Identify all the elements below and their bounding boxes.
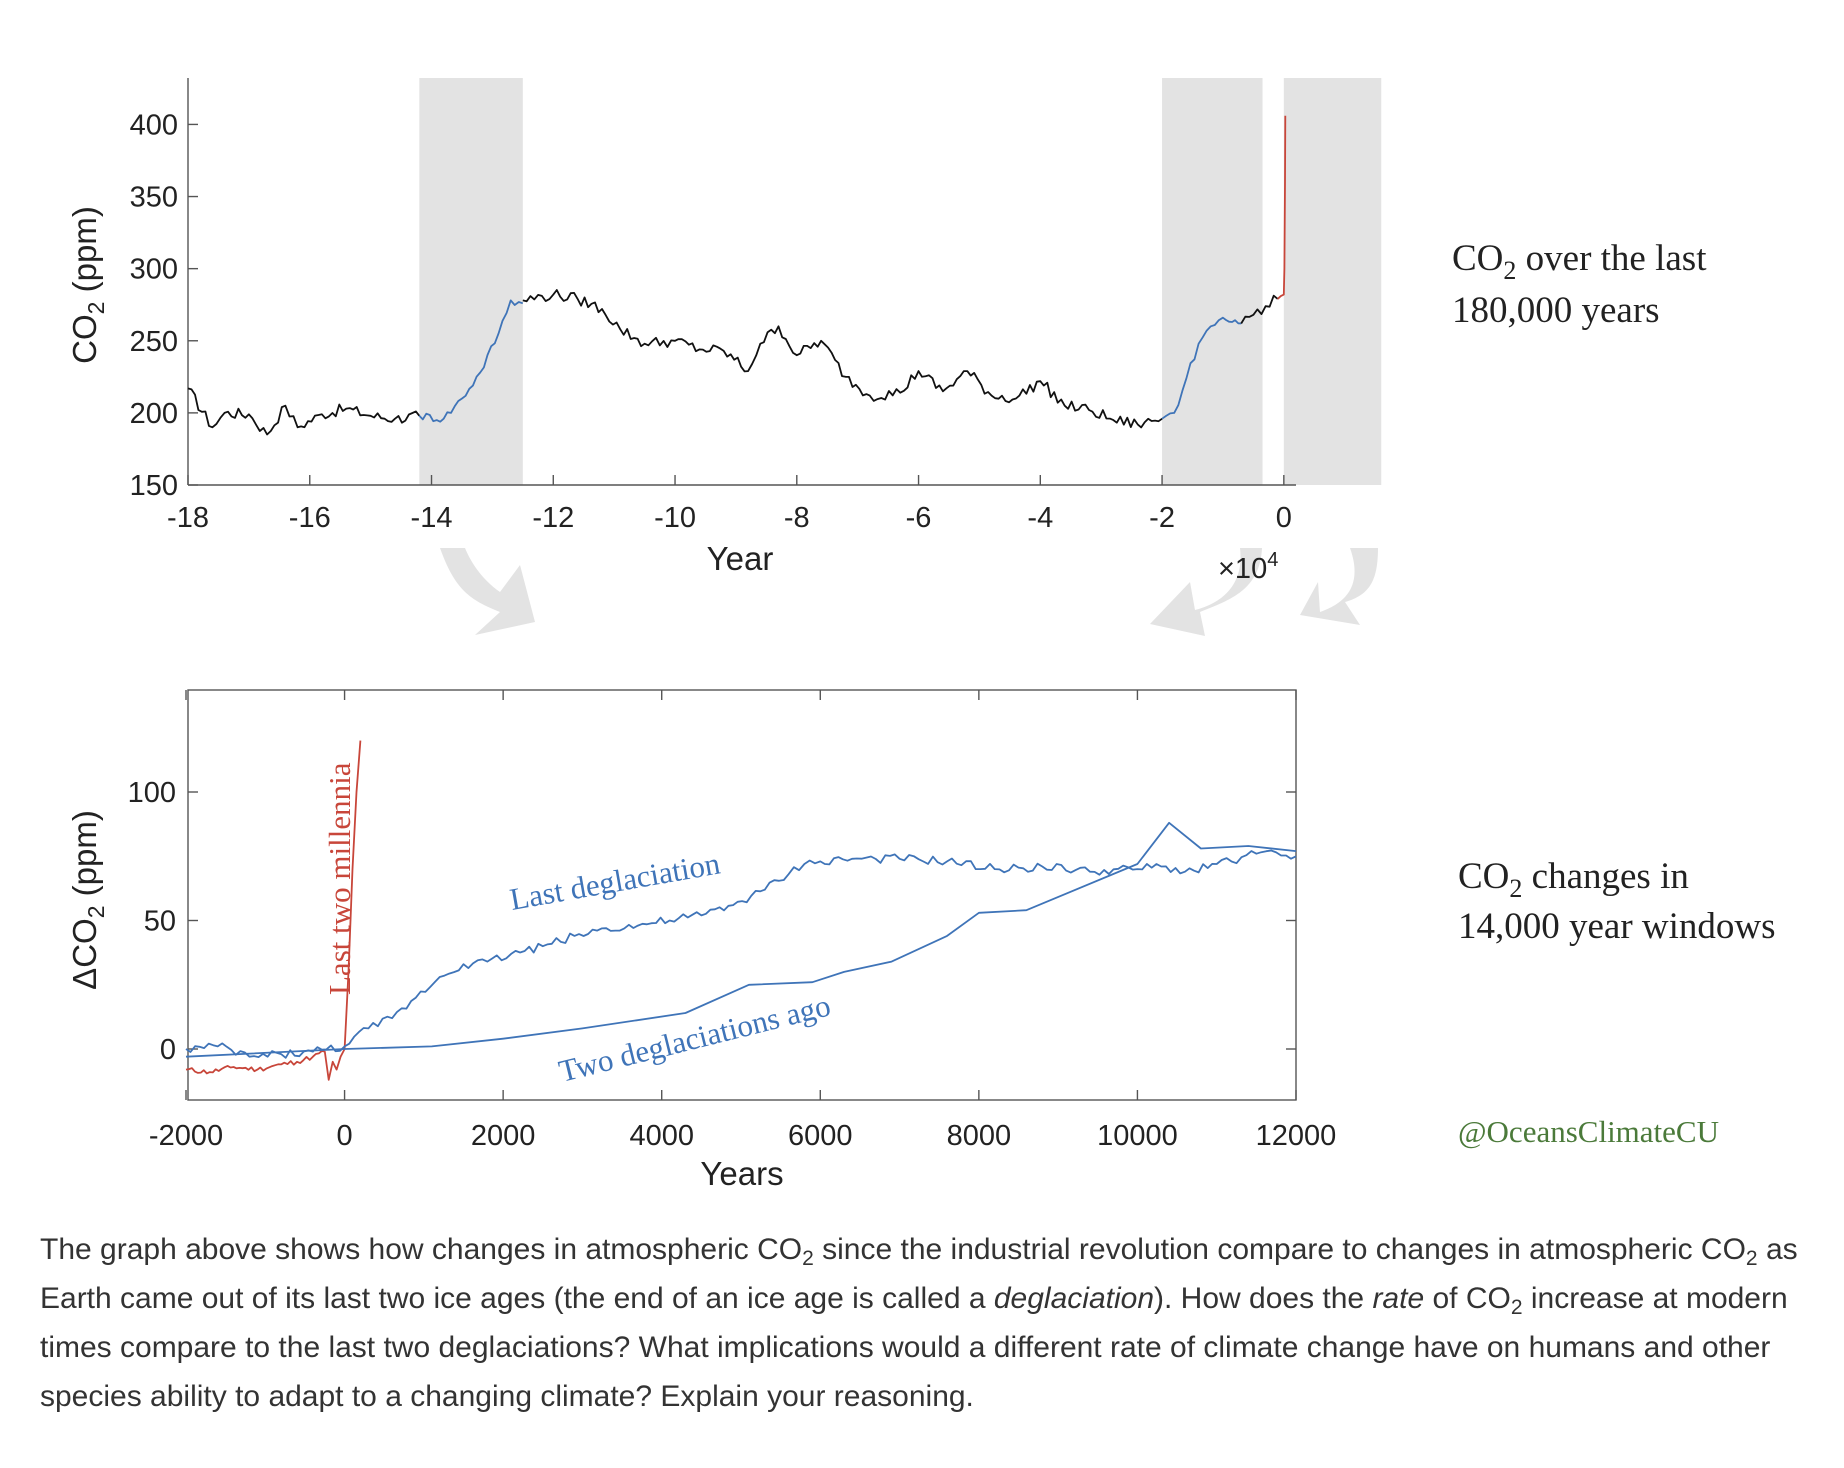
bottom-ytick-label: 50 [144,906,176,938]
shade-window [419,78,523,485]
top-xtick-label: -2 [1149,502,1175,534]
top-xtick-label: 0 [1276,502,1292,534]
bottom-ylabel: ΔCO2 (ppm) [66,810,109,990]
top-xtick-label: -14 [411,502,453,534]
annotation-two-deglaciations-ago: Two deglaciations ago [555,987,834,1088]
bottom-axes: 0 50 100 -2000 0 2000 4000 6000 8000 10000 12000 [128,690,1337,1152]
arrow-left [440,548,535,635]
top-series-line [522,289,1163,429]
bottom-xtick-label: 2000 [471,1120,536,1152]
top-xtick-label: -8 [784,502,810,534]
top-ytick-label: 300 [130,254,178,286]
bottom-series-line [185,849,1297,1059]
top-xlabel: Year [707,540,774,577]
top-ytick-label: 400 [130,109,178,141]
bottom-plot-frame [187,689,1297,1101]
top-chart: 150 200 250 300 350 400 -18 -16 -14 -12 -10 -8 -6 -4 -… [66,78,1707,636]
bottom-ytick-label: 100 [128,777,176,809]
top-series-line [418,299,524,423]
arrow-mid [1150,548,1262,636]
bottom-series-line [185,821,1297,1058]
shaded-windows [419,78,1382,485]
top-xtick-label: -10 [654,502,696,534]
bottom-title-line2: 14,000 year windows [1458,906,1776,947]
bottom-series [185,740,1297,1081]
top-xtick-label: -6 [906,502,932,534]
bottom-xtick-label: 12000 [1256,1120,1337,1152]
top-series-line [187,387,421,436]
top-x-multiplier-exp: 4 [1267,549,1278,571]
bottom-chart: 0 50 100 -2000 0 2000 4000 6000 8000 10000 12000 L… [66,689,1776,1192]
top-series-line [1277,115,1287,300]
shade-window [1283,78,1382,485]
bottom-xtick-label: -2000 [149,1120,223,1152]
bottom-xlabel: Years [700,1155,783,1192]
bottom-title: CO2 changes in [1458,856,1689,903]
top-series-line [1161,316,1242,420]
top-xtick-label: -12 [532,502,574,534]
top-ytick-label: 350 [130,182,178,214]
question-text: The graph above shows how changes in atm… [40,1233,1798,1413]
bottom-series-line [185,740,362,1081]
shade-window [1162,78,1263,485]
top-title: CO2 over the last [1452,238,1707,285]
top-ylabel: CO2 (ppm) [66,206,109,364]
bottom-ytick-label: 0 [160,1034,176,1066]
bottom-xtick-label: 0 [337,1120,353,1152]
top-ytick-label: 250 [130,326,178,358]
arrow-right [1300,548,1378,625]
bottom-xtick-label: 10000 [1097,1120,1178,1152]
top-ytick-label: 150 [130,470,178,502]
top-series [187,115,1287,436]
top-xtick-label: -4 [1027,502,1053,534]
top-x-multiplier: ×104 [1218,549,1278,585]
top-xtick-label: -16 [289,502,331,534]
credit: @OceansClimateCU [1458,1114,1719,1149]
top-series-line [1240,294,1279,324]
top-xtick-label: -18 [167,502,209,534]
bottom-xtick-label: 4000 [629,1120,694,1152]
annotation-last-deglaciation: Last deglaciation [507,845,723,916]
annotation-last-two-millennia: Last two millennia [322,762,357,995]
top-ytick-label: 200 [130,398,178,430]
top-title-line2: 180,000 years [1452,290,1660,331]
bottom-xtick-label: 8000 [947,1120,1012,1152]
bottom-xtick-label: 6000 [788,1120,853,1152]
top-axes: 150 200 250 300 350 400 -18 -16 -14 -12 -10 -8 -6 -4 -… [130,78,1296,534]
arrows [440,548,1378,636]
